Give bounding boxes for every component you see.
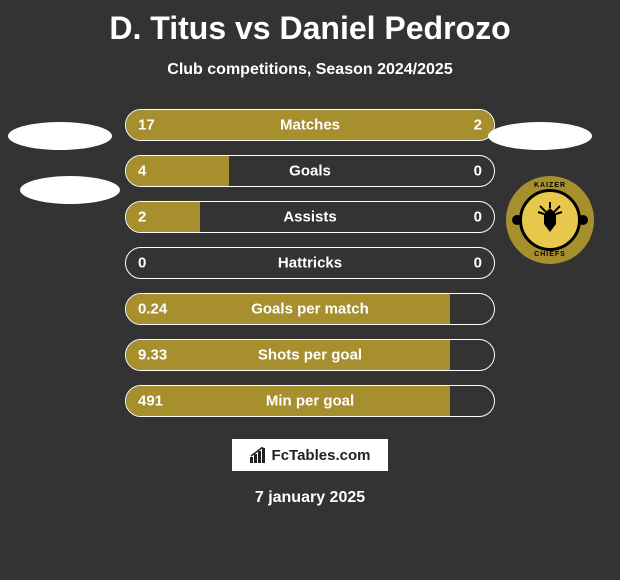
stat-value-right: 0 <box>474 209 482 226</box>
badge-text-top: KAIZER <box>534 182 566 189</box>
stat-value-left: 2 <box>138 209 146 226</box>
stat-row: 2 0 Assists <box>125 201 495 233</box>
stat-row: 0 0 Hattricks <box>125 247 495 279</box>
stat-label: Min per goal <box>266 393 354 410</box>
stat-row: 4 0 Goals <box>125 155 495 187</box>
team-ellipse <box>20 176 120 204</box>
subtitle: Club competitions, Season 2024/2025 <box>0 61 620 79</box>
stat-row: 17 2 Matches <box>125 109 495 141</box>
stat-label: Shots per goal <box>258 347 362 364</box>
stat-label: Goals <box>289 163 331 180</box>
stat-row: 9.33 Shots per goal <box>125 339 495 371</box>
stat-value-left: 491 <box>138 393 163 410</box>
stat-label: Assists <box>283 209 336 226</box>
stat-value-right: 2 <box>474 117 482 134</box>
stat-value-left: 17 <box>138 117 155 134</box>
badge-text-bottom: CHIEFS <box>534 251 566 258</box>
logo-text: FcTables.com <box>272 447 371 464</box>
stat-value-left: 0 <box>138 255 146 272</box>
stat-label: Matches <box>280 117 340 134</box>
kaizer-chiefs-badge: KAIZER CHIEFS <box>506 176 594 264</box>
team-ellipse <box>488 122 592 150</box>
fctables-logo: FcTables.com <box>230 437 390 473</box>
stat-value-left: 4 <box>138 163 146 180</box>
chart-icon <box>250 447 268 463</box>
date-label: 7 january 2025 <box>0 489 620 507</box>
comparison-rows: 17 2 Matches 4 0 Goals 2 0 Assists 0 0 Hattricks 0.2… <box>0 109 620 417</box>
stat-label: Hattricks <box>278 255 342 272</box>
stat-row: 0.24 Goals per match <box>125 293 495 325</box>
stat-row: 491 Min per goal <box>125 385 495 417</box>
page-title: D. Titus vs Daniel Pedrozo <box>0 0 620 47</box>
stat-value-left: 9.33 <box>138 347 167 364</box>
stat-value-right: 0 <box>474 163 482 180</box>
stat-value-right: 0 <box>474 255 482 272</box>
stat-label: Goals per match <box>251 301 369 318</box>
chief-head-icon <box>530 200 570 240</box>
bar-fill-left <box>126 110 398 140</box>
stat-value-left: 0.24 <box>138 301 167 318</box>
team-ellipse <box>8 122 112 150</box>
